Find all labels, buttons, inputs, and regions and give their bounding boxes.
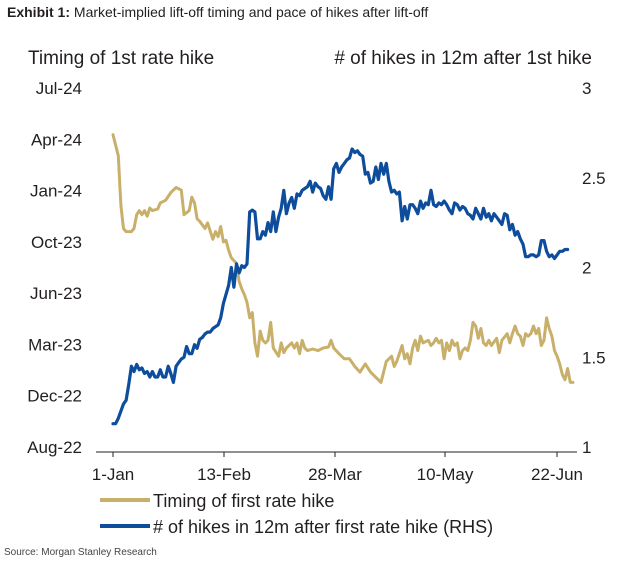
right-tick-label: 1.5 [582,348,606,367]
exhibit-title: Exhibit 1: Market-implied lift-off timin… [7,4,428,20]
left-tick-label: Dec-22 [27,387,82,406]
x-tick-label: 1-Jan [92,465,135,484]
left-tick-label: Oct-23 [31,233,82,252]
left-axis-title: Timing of 1st rate hike [28,48,214,69]
left-tick-label: Jan-24 [30,182,82,201]
series-line-timing [111,133,575,384]
x-axis: 1-Jan 13-Feb 28-Mar 10-May 22-Jun [92,451,583,484]
exhibit-label: Exhibit 1: [7,4,71,20]
left-tick-label: Apr-24 [31,130,82,149]
right-tick-label: 2 [582,259,591,278]
x-tick-label: 22-Jun [531,465,583,484]
right-axis-title: # of hikes in 12m after 1st hike [334,48,592,69]
right-axis: 3 2.5 2 1.5 1 [582,79,606,457]
left-axis: Jul-24 Apr-24 Jan-24 Oct-23 Jun-23 Mar-23 Dec-… [27,79,82,457]
series-line-hikes [111,147,570,426]
right-tick-label: 1 [582,438,591,457]
left-tick-label: Aug-22 [27,438,82,457]
plot-area [111,133,575,426]
legend-label-hikes: # of hikes in 12m after first rate hike … [153,517,493,537]
exhibit-title-text: Market-implied lift-off timing and pace … [73,4,429,20]
x-tick-label: 28-Mar [308,465,362,484]
left-tick-label: Jul-24 [36,79,82,98]
x-tick-label: 13-Feb [197,465,251,484]
legend: Timing of first rate hike # of hikes in … [100,491,493,537]
source-note: Source: Morgan Stanley Research [4,547,157,558]
right-tick-label: 3 [582,79,591,98]
left-tick-label: Mar-23 [28,335,82,354]
left-tick-label: Jun-23 [30,284,82,303]
right-tick-label: 2.5 [582,169,606,188]
legend-label-timing: Timing of first rate hike [153,491,334,511]
x-tick-label: 10-May [417,465,474,484]
